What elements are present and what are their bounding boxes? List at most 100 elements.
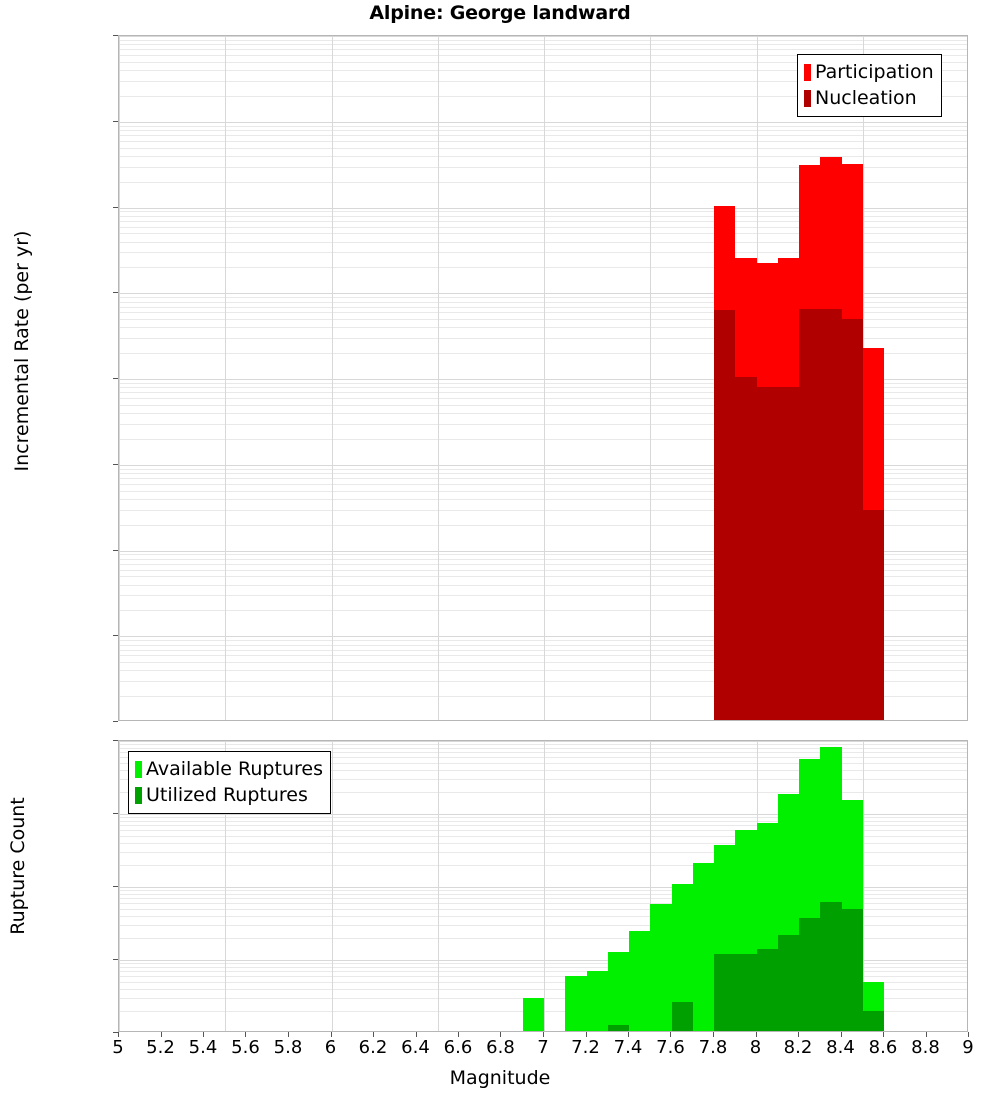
x-tick-5-4: 5.4 bbox=[188, 1037, 218, 1058]
gridline-horizontal bbox=[119, 696, 967, 697]
gridline-horizontal bbox=[119, 167, 967, 168]
gridline-horizontal bbox=[119, 383, 967, 384]
bar-rupture-count-available-ruptures bbox=[650, 904, 672, 1031]
x-tick-9: 9 bbox=[962, 1037, 974, 1058]
gridline-horizontal bbox=[119, 903, 967, 904]
gridline-horizontal bbox=[119, 655, 967, 656]
top-chart-plot-area bbox=[118, 35, 968, 721]
x-tick-mark bbox=[500, 1032, 501, 1037]
gridline-horizontal bbox=[119, 439, 967, 440]
bar-rupture-count-utilized-ruptures bbox=[607, 1024, 629, 1031]
gridline-horizontal bbox=[119, 36, 967, 37]
gridline-horizontal bbox=[119, 499, 967, 500]
gridline-horizontal bbox=[119, 976, 967, 977]
gridline-horizontal bbox=[119, 564, 967, 565]
gridline-horizontal bbox=[119, 752, 967, 753]
y-tick-mark bbox=[113, 35, 118, 36]
gridline-horizontal bbox=[119, 267, 967, 268]
gridline-horizontal bbox=[119, 925, 967, 926]
gridline-horizontal bbox=[119, 478, 967, 479]
gridline-horizontal bbox=[119, 894, 967, 895]
gridline-vertical bbox=[332, 741, 333, 1031]
gridline-horizontal bbox=[119, 208, 967, 209]
x-tick-8-8: 8.8 bbox=[911, 1037, 940, 1058]
gridline-horizontal bbox=[119, 156, 967, 157]
gridline-horizontal bbox=[119, 971, 967, 972]
x-tick-mark bbox=[543, 1032, 544, 1037]
bottom-chart-legend: Available Ruptures Utilized Ruptures bbox=[128, 751, 331, 814]
x-tick-5-8: 5.8 bbox=[273, 1037, 303, 1058]
gridline-horizontal bbox=[119, 830, 967, 831]
gridline-horizontal bbox=[119, 469, 967, 470]
gridline-horizontal bbox=[119, 821, 967, 822]
gridline-horizontal bbox=[119, 825, 967, 826]
gridline-horizontal bbox=[119, 681, 967, 682]
top-chart-legend: Participation Nucleation bbox=[797, 54, 942, 117]
y-tick-mark bbox=[113, 1032, 118, 1033]
x-tick-mark bbox=[968, 1032, 969, 1037]
x-tick-6-6: 6.6 bbox=[443, 1037, 473, 1058]
gridline-horizontal bbox=[119, 748, 967, 749]
gridline-horizontal bbox=[119, 887, 967, 888]
x-tick-7-6: 7.6 bbox=[656, 1037, 685, 1058]
gridline-horizontal bbox=[119, 510, 967, 511]
gridline-horizontal bbox=[119, 96, 967, 97]
x-tick-mark bbox=[203, 1032, 204, 1037]
x-tick-mark bbox=[288, 1032, 289, 1037]
x-tick-5-6: 5.6 bbox=[231, 1037, 260, 1058]
gridline-horizontal bbox=[119, 890, 967, 891]
gridline-horizontal bbox=[119, 963, 967, 964]
bottom-chart-legend-item: Available Ruptures bbox=[135, 756, 323, 782]
y-tick-mark bbox=[113, 292, 118, 293]
bar-rupture-count-available-ruptures bbox=[692, 863, 714, 1031]
x-tick-6-2: 6.2 bbox=[358, 1037, 388, 1058]
x-tick-5: 5 bbox=[112, 1037, 124, 1058]
gridline-vertical bbox=[119, 36, 120, 720]
page-title: Alpine: George landward bbox=[369, 2, 631, 24]
gridline-vertical bbox=[650, 36, 651, 720]
gridline-horizontal bbox=[119, 353, 967, 354]
gridline-vertical bbox=[225, 36, 226, 720]
x-tick-6-8: 6.8 bbox=[486, 1037, 515, 1058]
gridline-horizontal bbox=[119, 741, 967, 742]
gridline-horizontal bbox=[119, 792, 967, 793]
gridline-horizontal bbox=[119, 49, 967, 50]
x-tick-mark bbox=[926, 1032, 927, 1037]
gridline-horizontal bbox=[119, 141, 967, 142]
gridline-horizontal bbox=[119, 645, 967, 646]
gridline-vertical bbox=[438, 741, 439, 1031]
legend-label: Participation bbox=[815, 60, 934, 83]
gridline-horizontal bbox=[119, 570, 967, 571]
gridline-horizontal bbox=[119, 559, 967, 560]
bar-incremental-rate-nucleation bbox=[777, 387, 799, 720]
x-tick-6-4: 6.4 bbox=[401, 1037, 430, 1058]
x-tick-5-2: 5.2 bbox=[146, 1037, 175, 1058]
x-tick-mark bbox=[458, 1032, 459, 1037]
gridline-horizontal bbox=[119, 338, 967, 339]
gridline-horizontal bbox=[119, 297, 967, 298]
bottom-chart-y-axis-label: Rupture Count bbox=[7, 797, 29, 935]
bar-rupture-count-available-ruptures bbox=[522, 998, 544, 1031]
bar-incremental-rate-nucleation bbox=[735, 377, 757, 720]
gridline-horizontal bbox=[119, 252, 967, 253]
gridline-horizontal bbox=[119, 221, 967, 222]
gridline-horizontal bbox=[119, 650, 967, 651]
x-tick-mark bbox=[245, 1032, 246, 1037]
gridline-horizontal bbox=[119, 242, 967, 243]
gridline-horizontal bbox=[119, 491, 967, 492]
bar-incremental-rate-nucleation bbox=[820, 309, 842, 720]
gridline-horizontal bbox=[119, 227, 967, 228]
x-tick-8-4: 8.4 bbox=[826, 1037, 855, 1058]
gridline-horizontal bbox=[119, 122, 967, 123]
gridline-horizontal bbox=[119, 293, 967, 294]
gridline-horizontal bbox=[119, 836, 967, 837]
top-chart-legend-item: Participation bbox=[804, 59, 934, 85]
bar-rupture-count-available-ruptures bbox=[586, 971, 608, 1031]
bar-rupture-count-utilized-ruptures bbox=[820, 902, 842, 1031]
x-tick-7-4: 7.4 bbox=[613, 1037, 643, 1058]
gridline-horizontal bbox=[119, 135, 967, 136]
x-tick-8-2: 8.2 bbox=[783, 1037, 813, 1058]
legend-swatch-icon bbox=[804, 63, 811, 81]
gridline-vertical bbox=[544, 741, 545, 1031]
gridline-horizontal bbox=[119, 938, 967, 939]
